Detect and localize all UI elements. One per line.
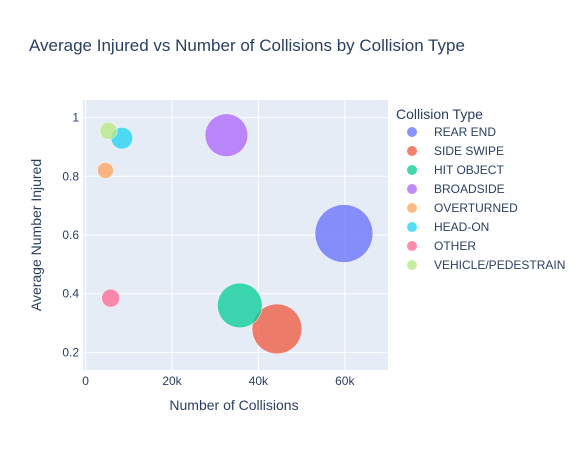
x-axis-label: Number of Collisions: [169, 397, 298, 413]
axis-ticks: 0 20k 40k 60k 0.2 0.4 0.6 0.8 1: [62, 111, 355, 388]
legend-item[interactable]: SIDE SWIPE: [407, 144, 504, 158]
legend-label: OVERTURNED: [434, 201, 518, 215]
bubble-hit-object[interactable]: [217, 282, 263, 329]
legend-item[interactable]: OVERTURNED: [407, 201, 518, 215]
x-tick-label: 20k: [162, 374, 182, 388]
legend-item[interactable]: REAR END: [407, 125, 496, 139]
legend-label: OTHER: [434, 239, 476, 253]
legend-item[interactable]: HEAD-ON: [407, 220, 489, 234]
x-tick-label: 60k: [335, 374, 355, 388]
bubble-overturned[interactable]: [97, 162, 114, 179]
y-tick-label: 0.6: [62, 228, 79, 242]
legend-label: HEAD-ON: [434, 220, 489, 234]
bubble-other[interactable]: [101, 288, 120, 308]
legend-item[interactable]: HIT OBJECT: [407, 163, 504, 177]
chart-title: Average Injured vs Number of Collisions …: [29, 36, 465, 55]
legend-marker: [407, 260, 417, 270]
bubble-side-swipe[interactable]: [251, 303, 303, 355]
bubble-vehicle-pedestrain[interactable]: [99, 121, 118, 140]
x-tick-label: 0: [82, 374, 89, 388]
legend-label: SIDE SWIPE: [434, 144, 504, 158]
legend-marker: [407, 146, 417, 156]
legend-item[interactable]: VEHICLE/PEDESTRAIN: [407, 258, 565, 272]
legend-marker: [407, 165, 417, 175]
legend-label: VEHICLE/PEDESTRAIN: [434, 258, 565, 272]
legend-label: HIT OBJECT: [434, 163, 504, 177]
bubble-layer: [97, 113, 374, 355]
legend-marker: [407, 184, 417, 194]
legend-item[interactable]: BROADSIDE: [407, 182, 505, 196]
legend[interactable]: REAR END SIDE SWIPE HIT OBJECT BROADSIDE OVE…: [407, 125, 565, 272]
y-axis-label: Average Number Injured: [28, 159, 44, 311]
y-tick-label: 0.8: [62, 169, 79, 183]
legend-label: BROADSIDE: [434, 182, 505, 196]
x-tick-label: 40k: [249, 374, 269, 388]
y-tick-label: 0.4: [62, 287, 79, 301]
y-tick-label: 0.2: [62, 345, 79, 359]
y-tick-label: 1: [72, 111, 79, 125]
legend-label: REAR END: [434, 125, 496, 139]
legend-marker: [407, 127, 417, 137]
legend-item[interactable]: OTHER: [407, 239, 476, 253]
legend-marker: [407, 241, 417, 251]
legend-marker: [407, 203, 417, 213]
bubble-broadside[interactable]: [204, 113, 249, 157]
bubble-rear-end[interactable]: [314, 204, 374, 263]
legend-marker: [407, 222, 417, 232]
legend-title: Collision Type: [396, 106, 483, 122]
